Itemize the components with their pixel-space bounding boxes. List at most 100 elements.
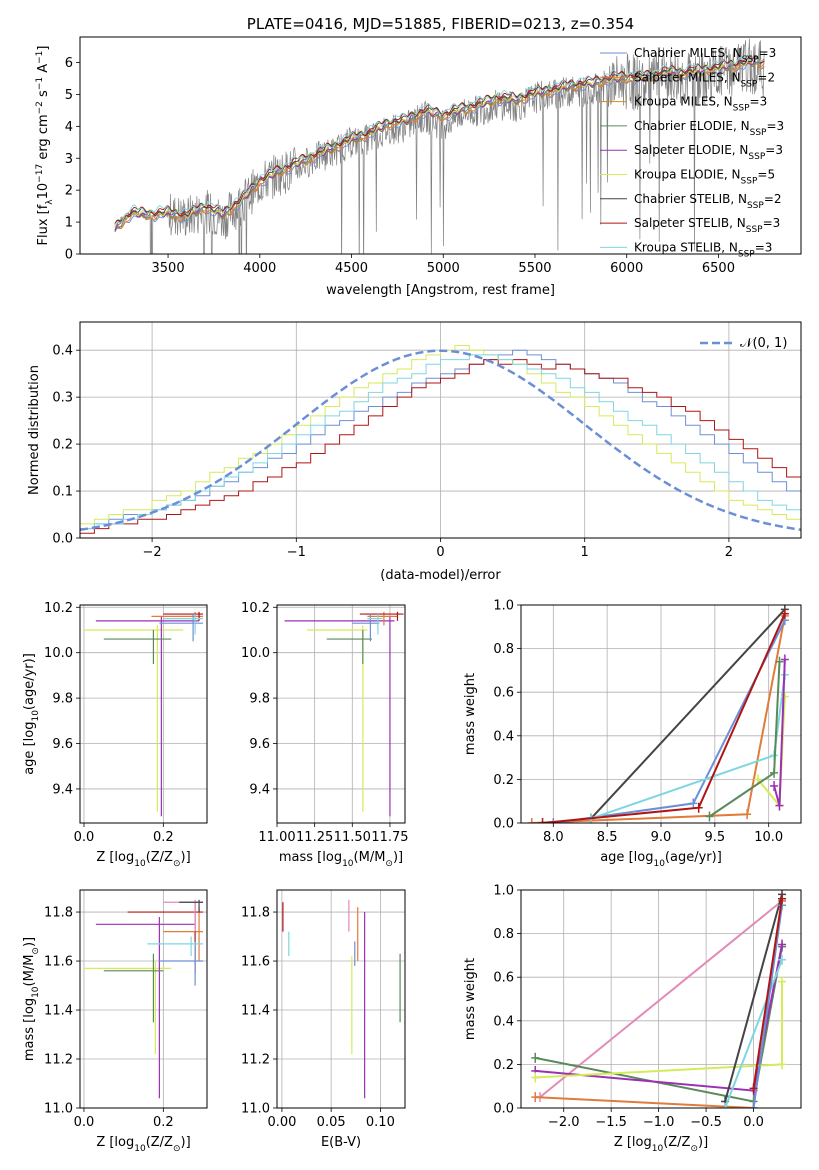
legend-entry: Salpeter MILES, NSSP=2 [634, 70, 775, 89]
axes-mass-vs-z: 0.0 0.2 11.0 11.2 11.4 11.6 11.8 [44, 890, 207, 1130]
y-axis-label: Normed distribution [27, 365, 42, 495]
x-tick-label: 0.0 [743, 1115, 764, 1130]
y-tick-label: 9.6 [52, 737, 73, 752]
axes-frame [276, 889, 406, 1109]
series-line [590, 608, 786, 820]
errorbar-plot [83, 899, 204, 1099]
x-tick-label: 10.0 [754, 830, 783, 845]
x-tick-label: 0.10 [366, 1115, 395, 1130]
y-tick-label: 1.0 [493, 884, 514, 899]
legend-entry: Salpeter STELIB, NSSP=3 [634, 216, 780, 235]
y-tick-label: 0.6 [493, 971, 514, 986]
histogram-plot [80, 345, 801, 538]
x-tick-label: 11.75 [371, 830, 408, 845]
y-tick-label: 10.2 [241, 601, 270, 616]
axes-frame [79, 604, 208, 824]
y-tick-label: 9.4 [249, 782, 270, 797]
chart-title: PLATE=0416, MJD=51885, FIBERID=0213, z=0… [247, 15, 634, 33]
y-tick-label: 0.2 [493, 773, 514, 788]
x-tick-label: 4500 [335, 261, 368, 276]
x-tick-label: 2 [725, 545, 733, 560]
y-tick-label: 11.0 [241, 1102, 270, 1117]
histogram-step [80, 345, 801, 538]
line-plot [527, 605, 789, 823]
x-tick-label: 8.0 [543, 830, 564, 845]
x-tick-label: 1 [581, 545, 589, 560]
x-tick-label: 4000 [243, 261, 276, 276]
observed-spectrum [114, 38, 765, 254]
y-tick-label: 10.2 [44, 601, 73, 616]
y-tick-label: 0.3 [52, 391, 73, 406]
y-tick-label: 5 [65, 88, 73, 103]
x-tick-label: −2.0 [548, 1115, 580, 1130]
y-axis-label: mass weight [463, 673, 478, 755]
histogram-step [80, 359, 801, 538]
x-tick-label: 9.0 [651, 830, 672, 845]
y-tick-label: 11.8 [241, 906, 270, 921]
series-line [724, 894, 783, 1102]
spectrum-plot [114, 38, 765, 254]
axes-mass-vs-ebv: 0.00 0.05 0.10 11.0 11.2 11.4 11.6 11.8 [241, 890, 405, 1130]
y-tick-label: 10.0 [241, 646, 270, 661]
legend-entry: Chabrier MILES, NSSP=3 [634, 46, 776, 65]
y-tick-label: 0.2 [52, 438, 73, 453]
axes-residuals: −2 −1 0 1 2 0.0 0.1 0.2 0.3 0.4 [52, 322, 801, 560]
legend-entry: Kroupa ELODIE, NSSP=5 [634, 168, 775, 187]
y-tick-label: 9.8 [52, 692, 73, 707]
legend-entry: 𝒩(0, 1) [740, 336, 787, 351]
y-tick-label: 0 [65, 248, 73, 263]
axes-frame [79, 321, 802, 539]
series-line [752, 898, 783, 1089]
y-tick-label: 0.0 [493, 817, 514, 832]
y-axis-label: mass weight [463, 958, 478, 1040]
y-tick-label: 4 [65, 120, 73, 135]
y-axis-label: Flux [fλ10−17 erg cm−2 s−1 A−1] [35, 46, 55, 246]
errorbar-plot [83, 611, 204, 817]
x-tick-label: −2 [143, 545, 162, 560]
x-tick-label: 0.05 [317, 1115, 346, 1130]
axes-age-vs-mass: 11.00 11.25 11.50 11.75 9.4 9.6 9.8 10.0 10.2 [241, 601, 409, 845]
x-tick-label: 0.2 [153, 1115, 174, 1130]
x-tick-label: 6500 [702, 261, 735, 276]
y-tick-label: 11.4 [241, 1004, 270, 1019]
y-tick-label: 11.2 [241, 1053, 270, 1068]
normal-curve [80, 349, 801, 532]
series-line [724, 959, 783, 1108]
y-tick-label: 0.4 [493, 729, 514, 744]
x-axis-label: Z [log10(Z/Z⊙)] [96, 1135, 190, 1154]
axes-age-vs-z: 0.0 0.2 9.4 9.6 9.8 10.0 10.2 [44, 601, 207, 845]
x-tick-label: −1.0 [643, 1115, 675, 1130]
y-tick-label: 9.8 [249, 692, 270, 707]
model-line [114, 54, 765, 225]
x-tick-label: 5000 [427, 261, 460, 276]
x-axis-label: E(B-V) [321, 1135, 361, 1150]
y-tick-label: 9.4 [52, 782, 73, 797]
axes-frame [79, 36, 802, 255]
legend-entry: Kroupa MILES, NSSP=3 [634, 95, 767, 114]
x-axis-label: age [log10(age/yr)] [600, 850, 722, 869]
x-tick-label: 8.5 [597, 830, 618, 845]
x-tick-label: 3500 [152, 261, 185, 276]
y-tick-label: 0.4 [52, 344, 73, 359]
x-tick-label: 9.5 [705, 830, 726, 845]
y-tick-label: 0.8 [493, 642, 514, 657]
y-tick-label: 11.8 [44, 906, 73, 921]
legend-entry: Chabrier ELODIE, NSSP=3 [634, 119, 784, 138]
y-tick-label: 11.2 [44, 1053, 73, 1068]
y-tick-label: 0.1 [52, 485, 73, 500]
x-tick-label: 0.00 [267, 1115, 296, 1130]
y-tick-label: 10.0 [44, 646, 73, 661]
legend: Chabrier MILES, NSSP=3 Salpeter MILES, NS… [600, 46, 784, 259]
series-line [590, 674, 786, 820]
legend-entry: Kroupa STELIB, NSSP=3 [634, 240, 772, 259]
y-tick-label: 6 [65, 56, 73, 71]
axes-weight-vs-age: 8.0 8.5 9.0 9.5 10.0 0.0 0.2 0.4 0.6 0.8 1.0 [493, 599, 801, 845]
axes-spectrum: 3500 4000 4500 5000 5500 6000 6500 0 1 2 3 4 5 6 [65, 56, 735, 276]
y-tick-label: 0.6 [493, 686, 514, 701]
y-tick-label: 11.6 [44, 955, 73, 970]
y-tick-label: 0.2 [493, 1058, 514, 1073]
x-axis-label: (data-model)/error [380, 568, 501, 583]
x-tick-label: 0.0 [74, 1115, 95, 1130]
x-tick-label: 5500 [518, 261, 551, 276]
